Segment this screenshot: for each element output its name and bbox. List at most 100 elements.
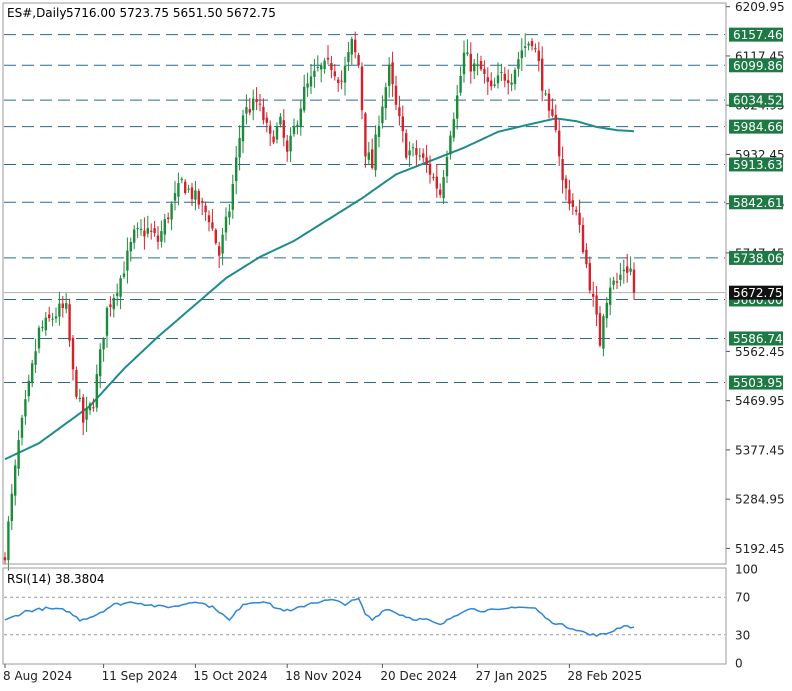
candle-body [490, 80, 493, 87]
candle-body [92, 407, 95, 409]
candle-body [323, 60, 326, 70]
candle-body [286, 140, 289, 152]
candle-body [534, 48, 537, 50]
candle-body [156, 235, 160, 242]
candle-body [449, 135, 452, 155]
candle-body [211, 222, 214, 229]
candle-body [296, 124, 299, 127]
candle-body [598, 313, 602, 346]
candle-body [398, 107, 401, 117]
rsi-panel-border [2, 567, 727, 665]
candle-body [14, 465, 17, 496]
current-price-tag [729, 285, 783, 300]
candle-body [401, 116, 404, 132]
candle-body [122, 273, 126, 277]
rsi-scale-label: 0 [735, 657, 743, 671]
candle-body [592, 293, 595, 297]
candle-body [204, 205, 207, 213]
price-tick-label: 5469.95 [735, 394, 785, 408]
candle-body [622, 269, 625, 272]
candle-body [422, 153, 425, 158]
candle-body [517, 59, 520, 69]
candle-body [269, 125, 272, 134]
candle-body [544, 93, 547, 95]
candle-body [452, 119, 455, 138]
candle-body [95, 374, 98, 408]
candle-body [218, 246, 221, 256]
candle-body [129, 242, 132, 252]
candle-body [187, 188, 190, 190]
candle-body [456, 95, 459, 119]
candle-body [88, 403, 92, 411]
candle-body [615, 281, 619, 283]
candle-body [360, 66, 364, 111]
candle-body [31, 363, 34, 382]
candle-body [170, 203, 173, 220]
candle-body [337, 79, 340, 83]
candle-body [102, 338, 105, 350]
candle-body [588, 263, 591, 291]
candle-body [350, 39, 353, 55]
candle-body [524, 46, 527, 48]
candle-body [510, 82, 513, 85]
candle-body [513, 69, 517, 85]
level-tag [729, 195, 783, 210]
candle-body [632, 269, 636, 293]
candle-body [109, 304, 112, 308]
candle-body [530, 41, 534, 47]
candle-body [65, 303, 68, 309]
time-tick-label: 28 Feb 2025 [567, 669, 642, 683]
candle-body [432, 177, 435, 179]
candle-body [561, 159, 564, 181]
candle-body [609, 287, 612, 305]
candle-body [143, 230, 146, 237]
level-tag-label: 6157.46 [733, 28, 783, 42]
candle-body [439, 189, 442, 195]
candle-body [374, 134, 377, 171]
price-tick-label: 5562.45 [735, 345, 785, 359]
candle-body [214, 229, 217, 244]
symbol-label: ES#,Daily [7, 6, 66, 20]
candle-body [568, 189, 571, 204]
candle-body [541, 58, 544, 91]
candle-body [483, 69, 486, 74]
candle-body [184, 181, 187, 194]
candle-body [585, 249, 588, 265]
candle-body [99, 349, 102, 377]
candle-body [71, 337, 75, 370]
candle-body [564, 178, 568, 189]
time-tick-label: 11 Sep 2024 [102, 669, 178, 683]
candle-body [262, 106, 265, 121]
candle-body [619, 274, 622, 280]
time-tick-label: 27 Jan 2025 [476, 669, 548, 683]
candle-body [68, 304, 71, 341]
candle-body [571, 200, 574, 207]
level-tag [729, 157, 783, 172]
candle-body [153, 228, 156, 234]
candle-body [255, 98, 258, 102]
rsi-scale-label: 30 [735, 628, 750, 642]
candle-body [595, 295, 598, 315]
rsi-line [4, 597, 635, 637]
rsi-scale-label: 70 [735, 591, 750, 605]
candle-body [78, 398, 81, 400]
level-tag-label: 6034.52 [733, 94, 783, 108]
candle-body [357, 55, 360, 66]
main-panel-border [2, 2, 727, 565]
candle-body [629, 268, 632, 272]
candle-body [228, 211, 231, 218]
candle-body [201, 201, 204, 203]
candle-body [112, 297, 115, 310]
time-axis[interactable]: 8 Aug 2024 11 Sep 2024 15 Oct 2024 18 Nov 2… [3, 664, 642, 683]
candle-body [554, 114, 557, 130]
candle-body [194, 190, 197, 200]
price-tick-label: 5192.45 [735, 542, 785, 556]
candle-body [459, 75, 462, 93]
candle-body [7, 521, 10, 561]
candle-body [241, 115, 245, 142]
candle-body [82, 397, 85, 423]
candle-body [479, 60, 483, 70]
